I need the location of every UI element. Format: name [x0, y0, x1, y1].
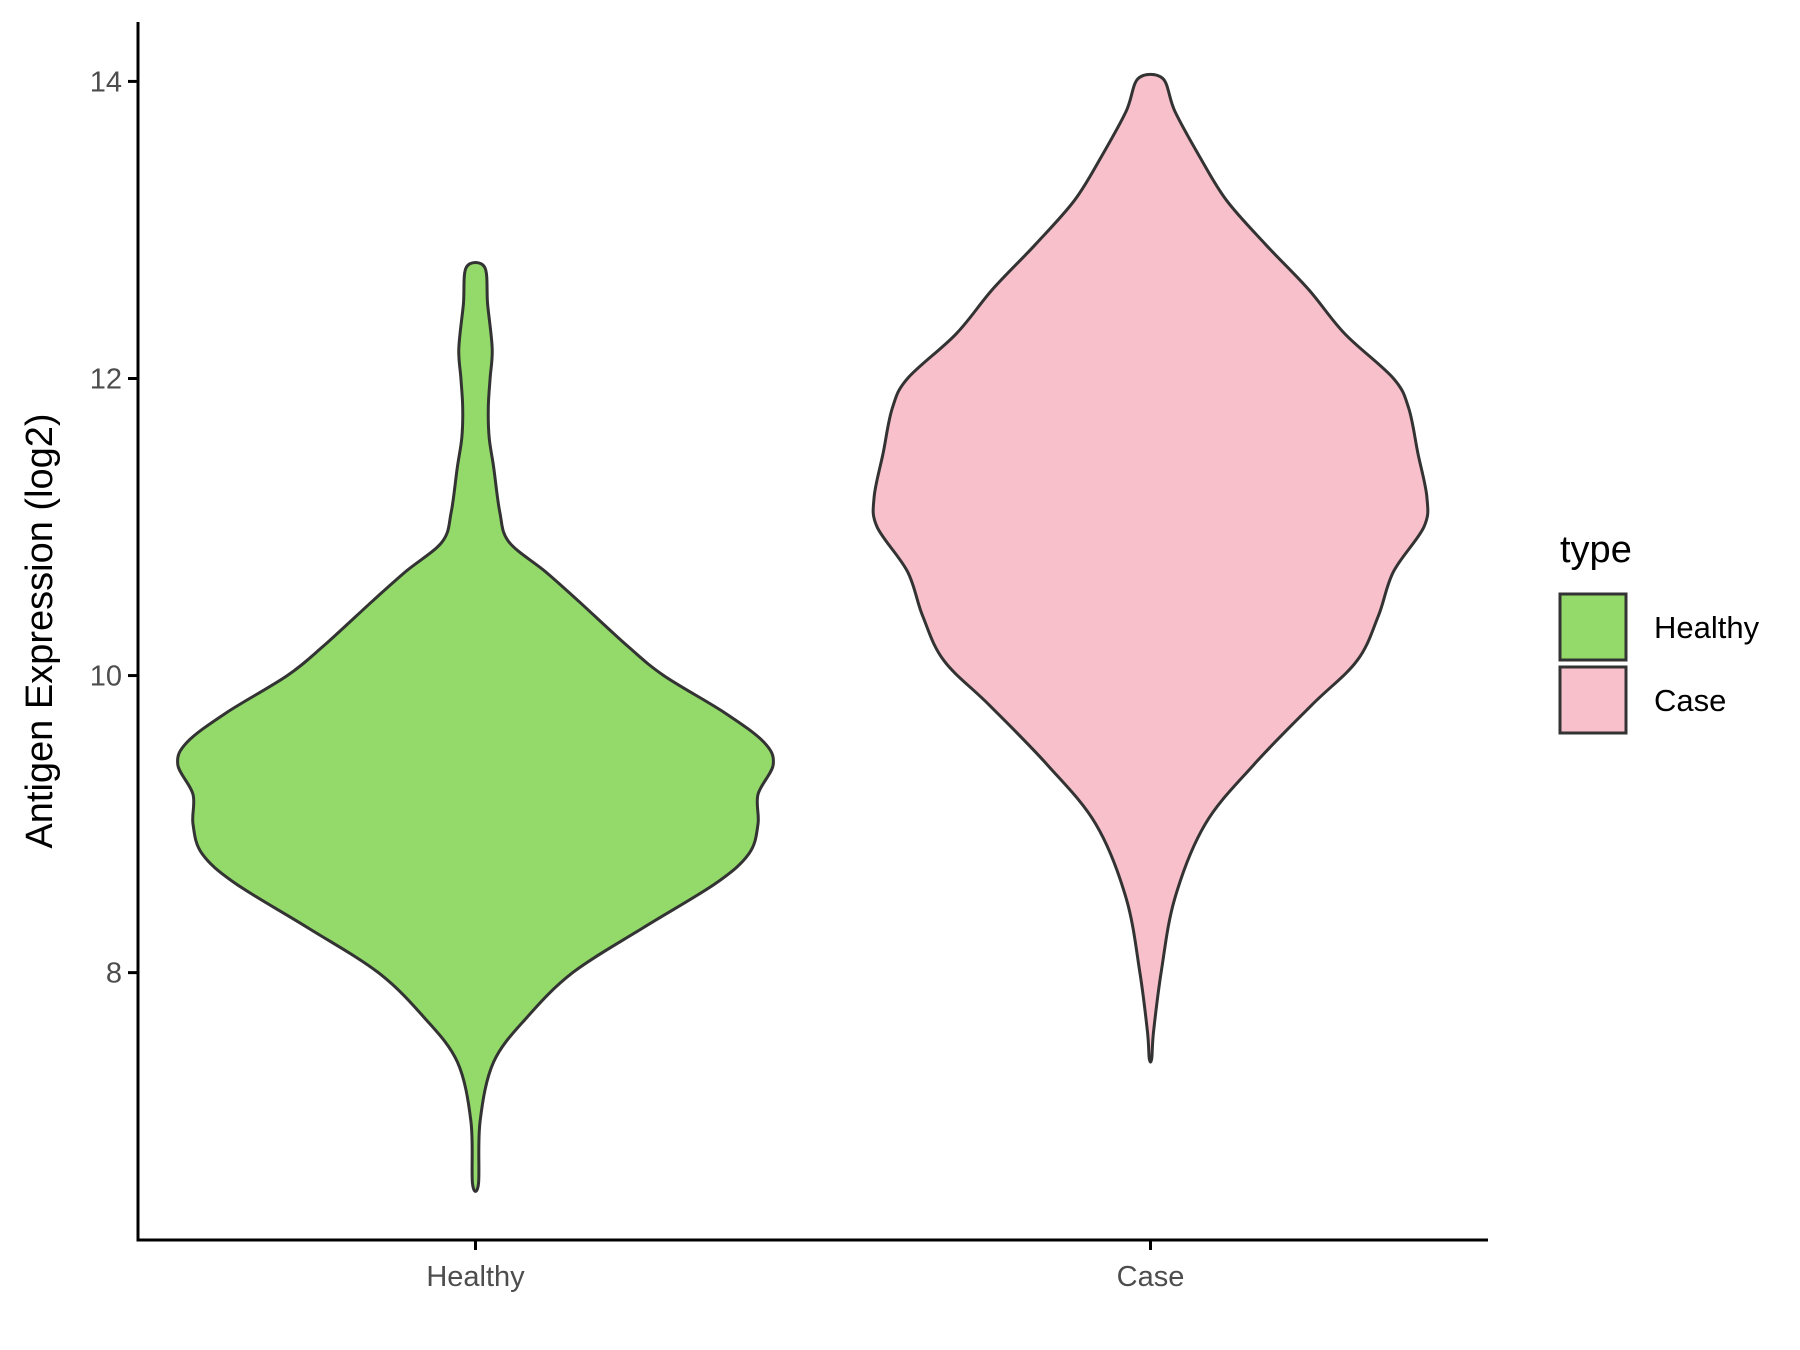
y-axis-ticks: 8 10 12 14: [90, 66, 138, 990]
violin-case: [871, 72, 1430, 1064]
legend-key-case: [1558, 665, 1628, 735]
y-tick-label: 14: [90, 66, 122, 98]
x-axis-ticks: Healthy Case: [426, 1240, 1184, 1293]
legend: type Healthy Case: [1558, 529, 1760, 735]
violin-healthy: [176, 260, 775, 1193]
legend-label: Healthy: [1654, 610, 1760, 645]
y-tick-label: 12: [90, 363, 122, 395]
y-tick-label: 8: [106, 958, 122, 990]
y-tick-label: 10: [90, 661, 122, 693]
x-tick-label: Case: [1117, 1261, 1185, 1293]
legend-title: type: [1560, 529, 1632, 571]
y-axis-title: Antigen Expression (log2): [19, 413, 61, 848]
legend-key-healthy: [1558, 592, 1628, 662]
x-tick-label: Healthy: [426, 1261, 525, 1293]
violins-layer: [176, 72, 1430, 1193]
legend-label: Case: [1654, 683, 1726, 718]
